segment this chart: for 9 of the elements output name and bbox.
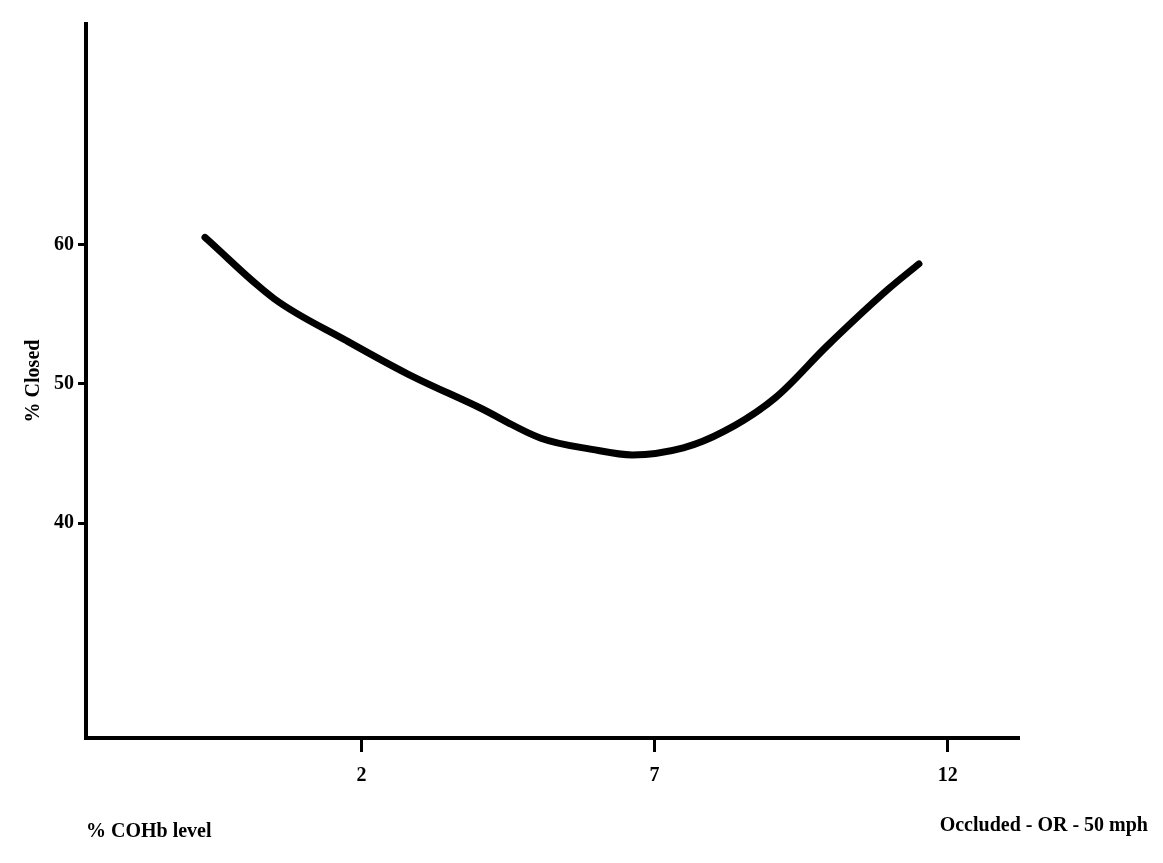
y-tick-label: 50: [54, 370, 74, 393]
y-axis-title: % Closed: [21, 339, 44, 423]
x-axis-title: % COHb level: [86, 819, 212, 842]
y-tick-label: 60: [54, 231, 74, 254]
x-tick-label: 7: [649, 763, 660, 786]
y-tick-label: 40: [54, 510, 74, 533]
x-tick-label: 12: [937, 763, 958, 786]
x-tick-label: 2: [356, 763, 367, 786]
text: Occluded - OR - 50 mph: [939, 813, 1148, 836]
